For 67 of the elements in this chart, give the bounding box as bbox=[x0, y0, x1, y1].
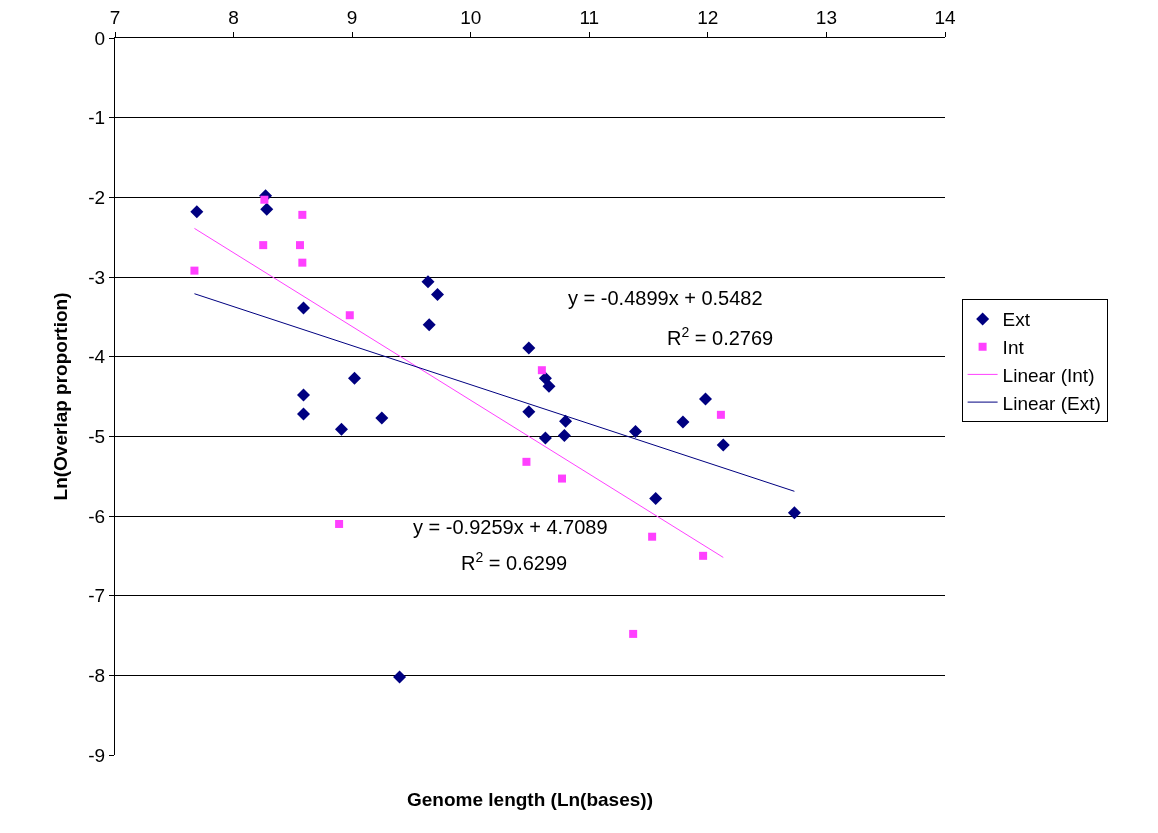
point bbox=[298, 210, 307, 219]
point bbox=[422, 318, 436, 332]
point bbox=[557, 429, 571, 443]
y-tick-label: -6 bbox=[88, 505, 106, 527]
point bbox=[348, 371, 362, 385]
point bbox=[393, 670, 407, 684]
annotation: R$^{2}$ = 0.6299 bbox=[461, 549, 568, 575]
x-tick-label: 9 bbox=[346, 7, 358, 29]
point bbox=[559, 414, 573, 428]
y-tick-label: -5 bbox=[88, 425, 106, 447]
y-tick-label: -7 bbox=[88, 585, 106, 607]
point bbox=[716, 438, 730, 452]
legend-label: Int bbox=[1002, 337, 1025, 359]
y-tick-label: -3 bbox=[88, 266, 106, 288]
point bbox=[345, 311, 354, 320]
point bbox=[190, 205, 204, 219]
x-axis-title: Genome length (Ln(bases)) bbox=[407, 789, 653, 810]
point bbox=[629, 629, 638, 638]
point bbox=[298, 258, 307, 267]
point bbox=[297, 407, 311, 421]
legend-label: Linear (Int) bbox=[1002, 364, 1095, 386]
point bbox=[542, 379, 556, 393]
y-tick-label: 0 bbox=[94, 27, 106, 49]
x-tick-label: 14 bbox=[934, 7, 956, 29]
x-tick-label: 11 bbox=[579, 7, 600, 29]
point bbox=[522, 341, 536, 355]
point bbox=[260, 195, 269, 204]
y-tick-label: -4 bbox=[88, 346, 106, 368]
point bbox=[698, 392, 712, 406]
point bbox=[334, 422, 348, 436]
x-tick-label: 13 bbox=[815, 7, 837, 29]
x-tick-label: 12 bbox=[697, 7, 719, 29]
point bbox=[787, 506, 801, 520]
point bbox=[649, 491, 663, 505]
point bbox=[295, 241, 304, 250]
point bbox=[648, 532, 657, 541]
point bbox=[537, 366, 546, 375]
point bbox=[716, 410, 725, 419]
y-tick-label: -8 bbox=[88, 664, 106, 686]
legend-label: Linear (Ext) bbox=[1002, 392, 1101, 414]
point bbox=[260, 202, 274, 216]
point bbox=[190, 266, 199, 275]
annotation: y = -0.9259x + 4.7089 bbox=[413, 516, 608, 538]
point bbox=[538, 431, 552, 445]
point bbox=[522, 457, 531, 466]
x-tick-label: 10 bbox=[460, 7, 482, 29]
point bbox=[558, 474, 567, 483]
point bbox=[431, 288, 445, 302]
point bbox=[297, 388, 311, 402]
annotation: y = -0.4899x + 0.5482 bbox=[568, 287, 763, 309]
x-tick-label: 8 bbox=[228, 7, 239, 29]
y-tick-label: -1 bbox=[88, 107, 106, 129]
y-tick-label: -2 bbox=[88, 186, 106, 208]
point bbox=[297, 301, 311, 315]
point bbox=[375, 411, 389, 425]
point bbox=[259, 241, 268, 250]
y-tick-label: -9 bbox=[88, 744, 106, 766]
point bbox=[335, 519, 344, 528]
x-tick-label: 7 bbox=[109, 7, 121, 29]
y-axis-title: Ln(Overlap proportion) bbox=[50, 292, 71, 501]
annotation: R$^{2}$ = 0.2769 bbox=[667, 324, 774, 350]
legend-label: Ext bbox=[1002, 309, 1031, 331]
point bbox=[676, 415, 690, 429]
point bbox=[629, 425, 643, 439]
point bbox=[699, 551, 708, 560]
point bbox=[421, 275, 435, 289]
point bbox=[522, 405, 536, 419]
